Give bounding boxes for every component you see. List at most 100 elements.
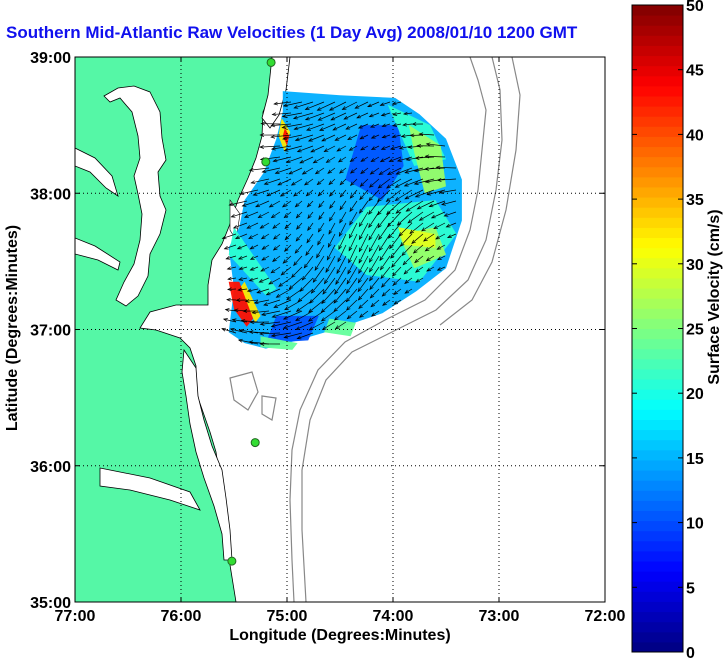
velocity-region — [398, 227, 436, 248]
velocity-arrow-head — [348, 258, 352, 264]
velocity-arrow — [437, 255, 446, 260]
velocity-arrow — [304, 178, 314, 186]
velocity-arrow-head — [368, 223, 373, 229]
velocity-arrow — [235, 233, 248, 239]
colorbar-segment — [632, 621, 683, 633]
colorbar-label: Surface Velocity (cm/s) — [706, 209, 723, 384]
velocity-arrow — [382, 288, 391, 297]
velocity-arrow — [380, 156, 391, 162]
velocity-arrow — [227, 277, 237, 280]
velocity-arrow-head — [391, 101, 397, 106]
velocity-arrow-head — [418, 216, 424, 221]
velocity-arrow — [359, 200, 369, 214]
velocity-arrow-head — [367, 103, 372, 108]
velocity-arrow — [347, 255, 358, 274]
velocity-arrow — [415, 189, 435, 198]
velocity-arrow-head — [227, 287, 232, 292]
velocity-arrow — [339, 211, 347, 224]
velocity-arrow-head — [438, 190, 444, 195]
station-marker — [261, 157, 271, 167]
velocity-arrow — [392, 101, 402, 105]
velocity-arrow — [321, 288, 336, 304]
velocity-arrow — [436, 166, 457, 169]
velocity-arrow — [316, 244, 325, 258]
velocity-arrow — [273, 299, 292, 308]
velocity-arrow-head — [307, 137, 313, 142]
x-tick-label: 73:00 — [479, 608, 520, 625]
velocity-arrow-head — [349, 194, 355, 199]
velocity-arrow-head — [370, 303, 376, 308]
colorbar-segment — [632, 35, 683, 46]
velocity-region — [265, 315, 319, 344]
velocity-arrow — [404, 288, 413, 294]
velocity-arrow — [271, 134, 292, 138]
velocity-arrow-head — [382, 301, 387, 306]
velocity-arrow — [360, 145, 369, 151]
velocity-arrow — [380, 255, 391, 270]
velocity-arrow-head — [237, 338, 243, 343]
colorbar-segment — [632, 328, 683, 340]
velocity-arrow-head — [250, 180, 256, 184]
velocity-arrow — [356, 112, 369, 119]
velocity-arrow-head — [403, 270, 409, 275]
velocity-region — [228, 227, 277, 296]
velocity-arrow — [359, 134, 369, 140]
velocity-arrow-head — [321, 137, 327, 142]
velocity-arrow — [324, 145, 336, 152]
velocity-arrow-head — [224, 308, 230, 312]
velocity-arrow-head — [392, 112, 398, 116]
velocity-arrow-head — [426, 191, 432, 196]
velocity-arrow-head — [282, 136, 287, 141]
velocity-arrow-head — [278, 282, 283, 287]
velocity-arrow — [308, 134, 325, 142]
colorbar-segment — [632, 176, 683, 188]
velocity-arrow-head — [339, 218, 344, 224]
velocity-arrow — [360, 178, 369, 187]
velocity-arrow — [334, 310, 347, 321]
velocity-arrow — [260, 332, 281, 335]
x-tick-label: 72:00 — [585, 608, 626, 625]
velocity-arrow-head — [395, 170, 401, 175]
velocity-arrow — [306, 189, 314, 197]
velocity-arrow-head — [294, 137, 300, 142]
velocity-arrow — [258, 211, 270, 218]
colorbar-segment — [632, 348, 683, 360]
velocity-arrow-head — [295, 326, 301, 330]
velocity-arrow — [359, 211, 369, 227]
velocity-arrow — [330, 112, 347, 121]
velocity-arrow — [280, 189, 292, 197]
velocity-arrow — [250, 244, 259, 250]
velocity-arrow-head — [312, 159, 318, 164]
velocity-arrow — [249, 277, 259, 281]
velocity-arrow-head — [424, 179, 430, 184]
velocity-arrow-head — [272, 257, 277, 262]
map-layer — [75, 57, 521, 602]
velocity-arrow-head — [261, 245, 267, 250]
velocity-arrow-head — [391, 134, 397, 139]
velocity-arrow — [346, 266, 358, 285]
velocity-arrow-head — [416, 205, 422, 210]
velocity-arrow-head — [253, 300, 259, 305]
velocity-arrow — [392, 266, 402, 277]
velocity-arrow-head — [389, 244, 394, 250]
velocity-arrow — [349, 145, 358, 151]
velocity-arrow-head — [270, 214, 276, 219]
colorbar-segment — [632, 106, 683, 117]
velocity-arrow-head — [318, 203, 323, 209]
velocity-arrow-head — [301, 170, 307, 175]
velocity-arrow — [357, 277, 369, 292]
velocity-arrow-head — [237, 287, 242, 292]
velocity-arrow — [414, 255, 424, 263]
velocity-arrow-head — [377, 184, 383, 189]
velocity-arrow — [346, 299, 358, 311]
velocity-arrow — [370, 167, 380, 175]
velocity-arrow — [369, 112, 380, 118]
velocity-arrow — [370, 288, 380, 299]
velocity-arrow — [307, 211, 314, 219]
velocity-arrow-head — [249, 320, 255, 325]
colorbar-tick-label: 10 — [686, 516, 704, 533]
colorbar-segment — [632, 55, 683, 67]
velocity-arrow-head — [349, 169, 355, 174]
velocity-arrow — [350, 167, 358, 174]
velocity-arrow-head — [246, 224, 252, 229]
